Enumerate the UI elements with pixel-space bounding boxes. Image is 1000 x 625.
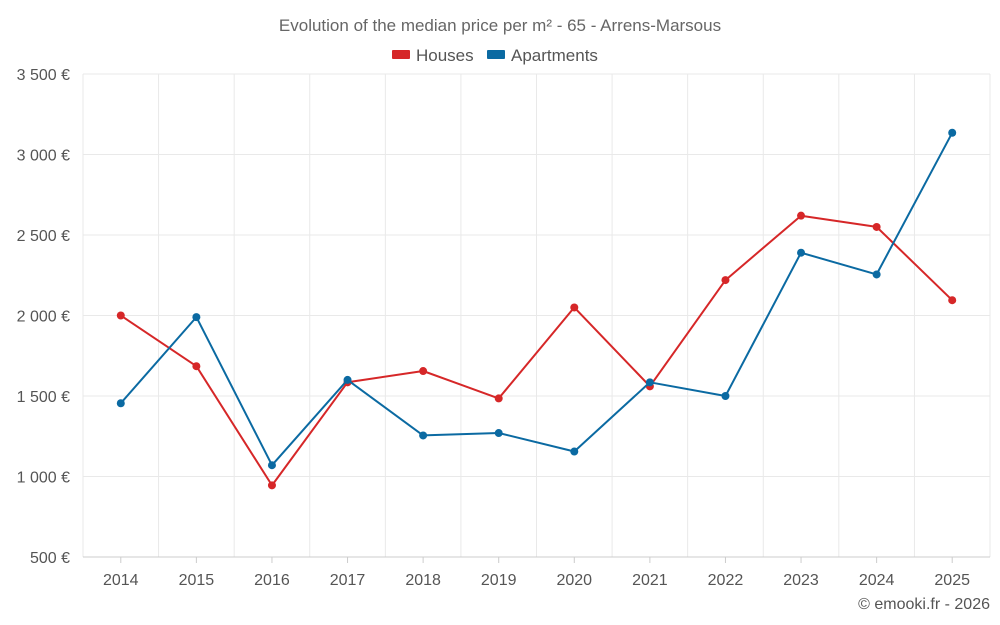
data-point-houses[interactable] — [116, 311, 125, 320]
data-point-apartments[interactable] — [419, 431, 428, 440]
x-axis: 2014 2015 2016 2017 2018 2019 2020 2021 2022 2023… — [83, 556, 990, 589]
legend-label-houses: Houses — [416, 46, 474, 65]
legend-item-apartments[interactable]: Apartments — [487, 46, 598, 65]
x-tick-label: 2018 — [405, 572, 441, 589]
x-tick-label: 2024 — [859, 572, 895, 589]
chart-title: Evolution of the median price per m² - 6… — [279, 16, 721, 35]
data-point-apartments[interactable] — [645, 378, 654, 387]
legend-label-apartments: Apartments — [511, 46, 598, 65]
data-point-apartments[interactable] — [570, 447, 579, 456]
x-tick-label: 2023 — [783, 572, 819, 589]
y-tick-label: 3 000 € — [17, 148, 70, 165]
data-point-apartments[interactable] — [192, 313, 201, 322]
x-tick-label: 2016 — [254, 572, 290, 589]
data-point-houses[interactable] — [494, 394, 503, 403]
data-point-houses[interactable] — [797, 211, 806, 220]
grid — [82, 73, 991, 558]
data-point-houses[interactable] — [267, 481, 276, 490]
x-tick-label: 2017 — [330, 572, 366, 589]
data-point-apartments[interactable] — [494, 429, 503, 438]
data-point-apartments[interactable] — [872, 270, 881, 279]
data-point-houses[interactable] — [721, 276, 730, 285]
y-tick-label: 1 000 € — [17, 470, 70, 487]
y-axis: 500 € 1 000 € 1 500 € 2 000 € 2 500 € 3 000 €… — [17, 67, 70, 567]
credit-text: © emooki.fr - 2026 — [858, 596, 990, 613]
x-tick-label: 2025 — [934, 572, 970, 589]
data-point-houses[interactable] — [872, 222, 881, 231]
series-line-houses — [120, 214, 953, 487]
data-point-houses[interactable] — [570, 303, 579, 312]
data-point-apartments[interactable] — [343, 375, 352, 384]
x-tick-label: 2014 — [103, 572, 139, 589]
data-point-apartments[interactable] — [948, 128, 957, 137]
data-point-apartments[interactable] — [721, 392, 730, 400]
y-tick-label: 1 500 € — [17, 389, 70, 406]
x-tick-label: 2019 — [481, 572, 517, 589]
data-point-houses[interactable] — [192, 362, 201, 371]
series — [116, 128, 957, 490]
legend-swatch-apartments — [487, 50, 505, 59]
x-tick-label: 2021 — [632, 572, 668, 589]
legend-swatch-houses — [392, 50, 410, 59]
y-tick-label: 500 € — [30, 550, 70, 567]
x-tick-label: 2015 — [179, 572, 215, 589]
y-tick-label: 2 000 € — [17, 309, 70, 326]
data-point-apartments[interactable] — [267, 461, 276, 470]
y-tick-label: 2 500 € — [17, 228, 70, 245]
legend-item-houses[interactable]: Houses — [392, 46, 474, 65]
y-tick-label: 3 500 € — [17, 67, 70, 84]
legend: Houses Apartments — [392, 46, 598, 65]
series-line-apartments — [120, 132, 954, 467]
x-tick-label: 2022 — [708, 572, 744, 589]
data-point-houses[interactable] — [948, 296, 957, 305]
data-point-apartments[interactable] — [116, 399, 125, 408]
data-point-apartments[interactable] — [797, 248, 806, 257]
data-point-houses[interactable] — [419, 367, 428, 376]
x-tick-label: 2020 — [556, 572, 592, 589]
